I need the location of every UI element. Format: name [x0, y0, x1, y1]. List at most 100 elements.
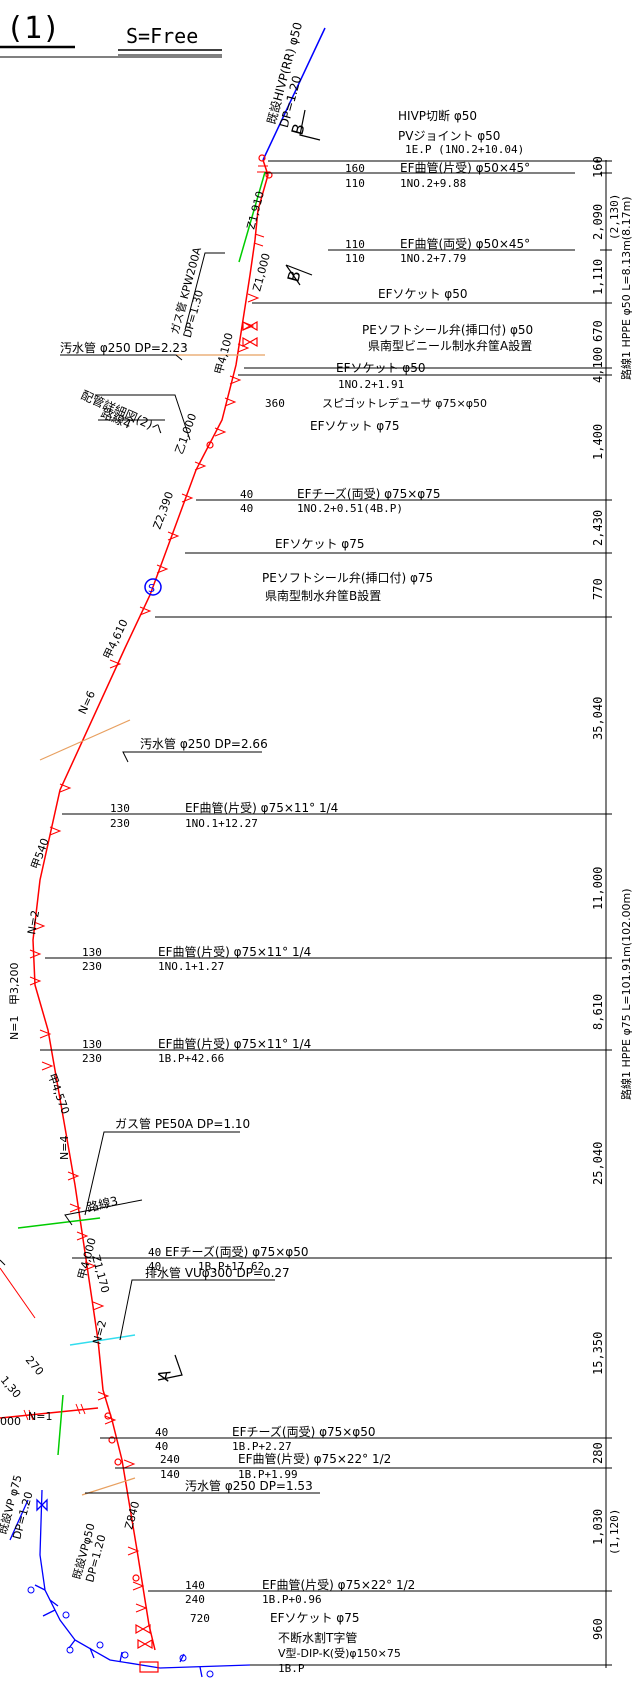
svg-text:110: 110 [345, 252, 365, 265]
svg-text:130: 130 [110, 802, 130, 815]
svg-text:110: 110 [345, 177, 365, 190]
valve-symbols [135, 320, 258, 1650]
svg-text:1NO.2+7.79: 1NO.2+7.79 [400, 252, 466, 265]
control-valve-s: S [144, 578, 162, 596]
svg-text:汚水管 φ250 DP=2.23: 汚水管 φ250 DP=2.23 [60, 340, 188, 355]
svg-text:路線1 HPPE φ75 L=101.91m(102.00m: 路線1 HPPE φ75 L=101.91m(102.00m) [619, 888, 633, 1100]
svg-text:770: 770 [591, 578, 605, 600]
svg-text:2,430: 2,430 [591, 510, 605, 546]
svg-text:230: 230 [82, 960, 102, 973]
svg-text:PEソフトシール弁(挿口付) φ75: PEソフトシール弁(挿口付) φ75 [262, 570, 433, 585]
callout-texts: HIVP切断 φ50 PVジョイント φ50 1E.P (1NO.2+10.04… [82, 108, 533, 1675]
svg-text:汚水管 φ250 DP=2.66: 汚水管 φ250 DP=2.66 [140, 736, 268, 751]
svg-text:1NO.2+0.51(4B.P): 1NO.2+0.51(4B.P) [297, 502, 403, 515]
svg-text:B: B [288, 122, 309, 138]
svg-text:PEソフトシール弁(挿口付) φ50: PEソフトシール弁(挿口付) φ50 [362, 322, 533, 337]
svg-text:ガス管 PE50A DP=1.10: ガス管 PE50A DP=1.10 [115, 1116, 250, 1131]
svg-text:110: 110 [345, 238, 365, 251]
sewer-crossing-3 [81, 1477, 136, 1496]
drawing-number: (1) [6, 11, 60, 46]
svg-text:EFソケット φ50: EFソケット φ50 [336, 361, 426, 375]
svg-text:Z1,000: Z1,000 [250, 252, 273, 293]
svg-text:EFチーズ(両受) φ75×φ50: EFチーズ(両受) φ75×φ50 [232, 1424, 376, 1439]
svg-text:40: 40 [240, 502, 253, 515]
sewer-crossing-2 [39, 719, 131, 761]
drawing-scale: S=Free [126, 24, 198, 48]
svg-text:N=2: N=2 [90, 1319, 109, 1346]
route-labels: 路線1 HPPE φ50 L=8.13m(8.17m) 路線1 HPPE φ75… [619, 196, 633, 1100]
svg-text:N=2: N=2 [25, 909, 42, 935]
svg-text:35,040: 35,040 [591, 697, 605, 740]
existing-pipes-bottom [9, 1489, 251, 1678]
svg-text:130: 130 [82, 946, 102, 959]
svg-text:EF曲管(片受) φ75×11° 1/4: EF曲管(片受) φ75×11° 1/4 [185, 800, 338, 815]
svg-text:1NO.1+1.27: 1NO.1+1.27 [158, 960, 224, 973]
svg-text:甲3,200: 甲3,200 [8, 963, 21, 1006]
branch-pipe-left [0, 1407, 99, 1419]
svg-text:1E.P (1NO.2+10.04): 1E.P (1NO.2+10.04) [405, 143, 524, 156]
svg-text:A: A [154, 1367, 175, 1383]
svg-text:960: 960 [591, 1618, 605, 1640]
svg-text:V型-DIP-K(受)φ150×75: V型-DIP-K(受)φ150×75 [278, 1646, 401, 1660]
svg-text:1B.P+17.62: 1B.P+17.62 [198, 1260, 264, 1273]
callout-lines [40, 160, 610, 1666]
existing-vp-labels: 既設VP φ75 DP=1.20 既設VPφ50 DP=1.20 [0, 1473, 109, 1583]
section-marker-b-mid: B [284, 264, 313, 286]
svg-text:B: B [284, 269, 305, 285]
svg-text:40: 40 [155, 1426, 168, 1439]
svg-text:1B.P: 1B.P [278, 1662, 305, 1675]
gas-kpw-label: ガス管 KPW200A DP=1.30 [167, 245, 206, 339]
svg-text:県南型制水弁筐B設置: 県南型制水弁筐B設置 [265, 588, 381, 603]
pipe-joint-marks [29, 165, 268, 1613]
leader-lines [0, 252, 320, 1494]
main-pipe [32, 159, 269, 1651]
svg-text:40: 40 [148, 1260, 161, 1273]
svg-text:(1,120): (1,120) [608, 1509, 621, 1555]
svg-text:4,100: 4,100 [591, 347, 605, 383]
svg-text:1NO.2+1.91: 1NO.2+1.91 [338, 378, 404, 391]
svg-text:140: 140 [160, 1468, 180, 1481]
svg-text:N=1: N=1 [28, 1410, 52, 1423]
svg-text:1NO.1+12.27: 1NO.1+12.27 [185, 817, 258, 830]
svg-text:40: 40 [240, 488, 253, 501]
dimension-chain [600, 160, 612, 1668]
svg-text:EFソケット φ75: EFソケット φ75 [270, 1611, 360, 1625]
svg-text:720: 720 [190, 1612, 210, 1625]
svg-text:40: 40 [155, 1440, 168, 1453]
svg-text:Z840: Z840 [122, 1500, 142, 1531]
gas-pipe-crossing-1 [238, 171, 266, 263]
svg-text:280: 280 [591, 1442, 605, 1464]
svg-text:甲4,570: 甲4,570 [45, 1072, 72, 1116]
svg-text:670: 670 [591, 320, 605, 342]
svg-text:県南型ビニール制水弁筐A設置: 県南型ビニール制水弁筐A設置 [368, 338, 532, 353]
branch-gas-crossing [57, 1394, 64, 1456]
svg-text:Z2,390: Z2,390 [151, 490, 177, 531]
svg-text:スピゴットレデューサ φ75×φ50: スピゴットレデューサ φ75×φ50 [322, 396, 487, 410]
svg-text:EF曲管(片受) φ50×45°: EF曲管(片受) φ50×45° [400, 160, 530, 175]
svg-text:EFソケット φ75: EFソケット φ75 [275, 537, 365, 551]
svg-text:甲4,100: 甲4,100 [212, 331, 236, 375]
svg-text:路線1 HPPE φ50 L=8.13m(8.17m): 路線1 HPPE φ50 L=8.13m(8.17m) [619, 196, 633, 380]
svg-text:140: 140 [185, 1579, 205, 1592]
existing-hivp-pipe [262, 27, 326, 161]
svg-text:EF曲管(両受) φ50×45°: EF曲管(両受) φ50×45° [400, 236, 530, 251]
svg-text:1,030: 1,030 [591, 1509, 605, 1545]
svg-text:1,30: 1,30 [0, 1374, 23, 1401]
gas-pipe-crossing-2 [17, 1217, 101, 1229]
svg-text:1B.P+2.27: 1B.P+2.27 [232, 1440, 292, 1453]
svg-text:(2,130): (2,130) [608, 194, 621, 240]
svg-text:HIVP切断 φ50: HIVP切断 φ50 [398, 108, 477, 123]
svg-text:EFソケット φ75: EFソケット φ75 [310, 419, 400, 433]
svg-text:汚水管 φ250 DP=1.53: 汚水管 φ250 DP=1.53 [185, 1478, 313, 1493]
svg-text:230: 230 [82, 1052, 102, 1065]
svg-text:乙1,000: 乙1,000 [173, 412, 200, 456]
svg-text:11,000: 11,000 [591, 867, 605, 910]
svg-text:160: 160 [345, 162, 365, 175]
svg-text:EF曲管(片受) φ75×11° 1/4: EF曲管(片受) φ75×11° 1/4 [158, 1036, 311, 1051]
pipe-fittings [104, 154, 273, 1582]
svg-text:360: 360 [265, 397, 285, 410]
existing-hivp-label: 既設HIVP(RR) φ50 DP=1.20 [263, 20, 305, 129]
svg-text:1,110: 1,110 [591, 259, 605, 295]
svg-text:EF曲管(片受) φ75×22° 1/2: EF曲管(片受) φ75×22° 1/2 [262, 1577, 415, 1592]
pipe-notes: Z1,910 Z1,000 甲4,100 乙1,000 Z2,390 甲4,61… [0, 190, 273, 1531]
